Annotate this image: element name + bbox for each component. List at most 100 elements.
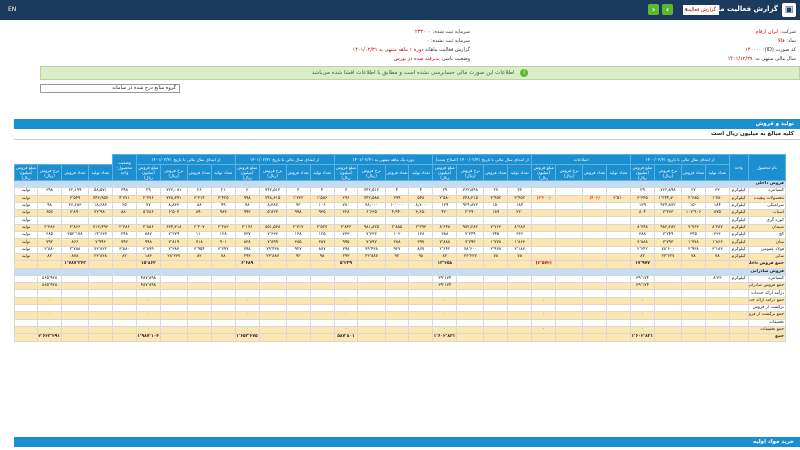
table-cell: ۳۹۹ — [384, 194, 410, 203]
table-cell: تولید — [13, 231, 39, 240]
table-cell — [531, 245, 557, 254]
column-sub-header: تعداد فروش — [582, 164, 608, 181]
table-cell: ۹۸ — [37, 201, 62, 211]
table-cell: ۳٬۴۲۵ — [210, 194, 236, 203]
table-cell — [531, 289, 557, 298]
table-cell — [88, 318, 113, 327]
table-cell: ۳۹٬۱۷۴ — [630, 274, 655, 284]
column-sub-header: مبلغ فروش (میلیون ریال) — [531, 164, 557, 181]
next-button[interactable]: › — [662, 4, 673, 15]
table-cell — [432, 216, 458, 225]
previous-button[interactable]: ‹ — [648, 4, 659, 15]
table-cell — [531, 231, 557, 240]
column-sub-header: تعداد تولید — [606, 164, 632, 181]
table-cell — [111, 304, 137, 313]
table-cell — [531, 201, 557, 211]
table-cell — [384, 274, 410, 284]
table-cell: ۲٬۸۸۶ — [135, 223, 161, 233]
table-cell: ۸٫۳۸۷ — [258, 201, 287, 211]
table-cell — [88, 311, 113, 320]
table-cell: تولید — [13, 223, 39, 233]
table-cell: ۴۲۰ — [432, 209, 458, 218]
table-cell: ۱۸۳ — [135, 252, 161, 262]
table-cell: ۱۸۹ — [483, 209, 509, 218]
table-cell: (۳٬۲۰۰) — [531, 194, 557, 203]
table-cell — [507, 318, 533, 327]
table-cell — [456, 333, 485, 342]
table-cell — [88, 325, 113, 335]
currency-note-text: کلیه مبالغ به میلیون ریال است — [710, 131, 794, 137]
table-cell — [408, 260, 434, 269]
table-cell: ۲۹ — [432, 187, 458, 196]
table-cell: ۷۸ — [210, 252, 236, 262]
table-cell: ۷۴۲٫۵۸۸ — [357, 194, 386, 203]
table-cell: ۱۷٬۹۷۷ — [630, 260, 655, 269]
table-cell — [408, 318, 434, 327]
table-cell — [186, 304, 212, 313]
table-cell — [653, 296, 682, 306]
table-cell — [582, 209, 608, 218]
table-cell — [37, 194, 62, 203]
table-cell: کیلوگرم — [728, 223, 749, 233]
table-cell: ۹۸۱٫۸۲۵ — [357, 223, 386, 233]
table-cell: ۸۸ — [186, 201, 212, 211]
table-cell — [582, 325, 608, 335]
table-cell: ۱۳۸ — [285, 231, 311, 240]
table-cell: ۳ — [333, 187, 359, 196]
table-cell: ۹۲۴٫۸۷۲ — [456, 201, 485, 211]
source-select[interactable]: گروه منابع درج شده در سامانه — [40, 84, 180, 93]
table-cell: ۱۵٬۸۶۳ — [135, 260, 161, 269]
table-cell — [60, 318, 90, 327]
table-cell: ۸۲ — [186, 252, 212, 262]
column-group-header: نام محصول — [747, 154, 787, 181]
group-label: فروش صادراتی — [14, 267, 786, 276]
table-cell: ۹۹۳ — [234, 209, 260, 218]
table-cell — [606, 296, 632, 306]
table-cell — [258, 333, 287, 342]
language-toggle[interactable]: EN — [8, 6, 17, 13]
table-cell — [704, 318, 730, 327]
table-cell — [531, 216, 557, 225]
table-cell — [582, 238, 608, 247]
table-cell — [258, 282, 287, 291]
table-cell — [483, 260, 509, 269]
table-row: سیمان کیلوگرم ۸٬۲۸۷ ۷٬۷۶۳ ۹۸۲٫۲۸۲ ۸٬۶۴۸ ۸٬۲۸۷ ۷… — [13, 223, 787, 233]
table-cell: ۴٬۷۷۱ — [111, 194, 137, 203]
table-cell: ۸۷۷ — [309, 245, 335, 254]
table-cell — [653, 333, 682, 342]
table-cell: ۳٬۳۴۵ — [630, 194, 655, 203]
product-name-cell: جمع برگشت از فروش — [747, 311, 787, 320]
report-type-select[interactable]: گزارش فعالیت ▾ — [683, 5, 719, 15]
table-cell — [582, 311, 608, 320]
table-cell — [680, 274, 706, 284]
product-name-cell: تیتان — [747, 238, 787, 247]
table-cell — [186, 311, 212, 320]
table-cell — [309, 289, 335, 298]
table-cell — [309, 325, 335, 335]
table-cell — [285, 304, 311, 313]
table-cell: ۱٬۸۶۳ — [507, 238, 533, 247]
table-cell: ۳٬۸۸۰ — [37, 245, 62, 254]
table-cell: ۳۹۷ — [408, 238, 434, 247]
table-cell — [309, 216, 335, 225]
table-cell: ۰ — [37, 296, 62, 306]
table-cell: ۹۹۸ — [234, 194, 260, 203]
table-cell: ۵٬۸۲۳ — [258, 209, 287, 218]
table-cell: ۲۸۸ — [384, 238, 410, 247]
table-cell — [37, 260, 62, 269]
column-sub-header: تعداد تولید — [210, 164, 236, 181]
table-cell — [186, 296, 212, 306]
table-cell — [210, 304, 236, 313]
table-cell — [704, 282, 730, 291]
table-cell: ۷۸٫۰۰۰ — [357, 201, 386, 211]
table-cell: ۲۳٬۲۲۷ — [456, 252, 485, 262]
table-cell: ۳۹٬۱۷۴ — [432, 282, 458, 291]
table-cell: ۸۳۸ — [234, 238, 260, 247]
table-cell — [606, 209, 632, 218]
table-cell: ۳٫۶۵۰ — [408, 209, 434, 218]
table-cell: ۰ — [37, 311, 62, 320]
table-cell — [456, 289, 485, 298]
table-cell: ۱۸٫۶۸۳ — [88, 201, 113, 211]
table-cell — [456, 318, 485, 327]
table-cell — [606, 231, 632, 240]
